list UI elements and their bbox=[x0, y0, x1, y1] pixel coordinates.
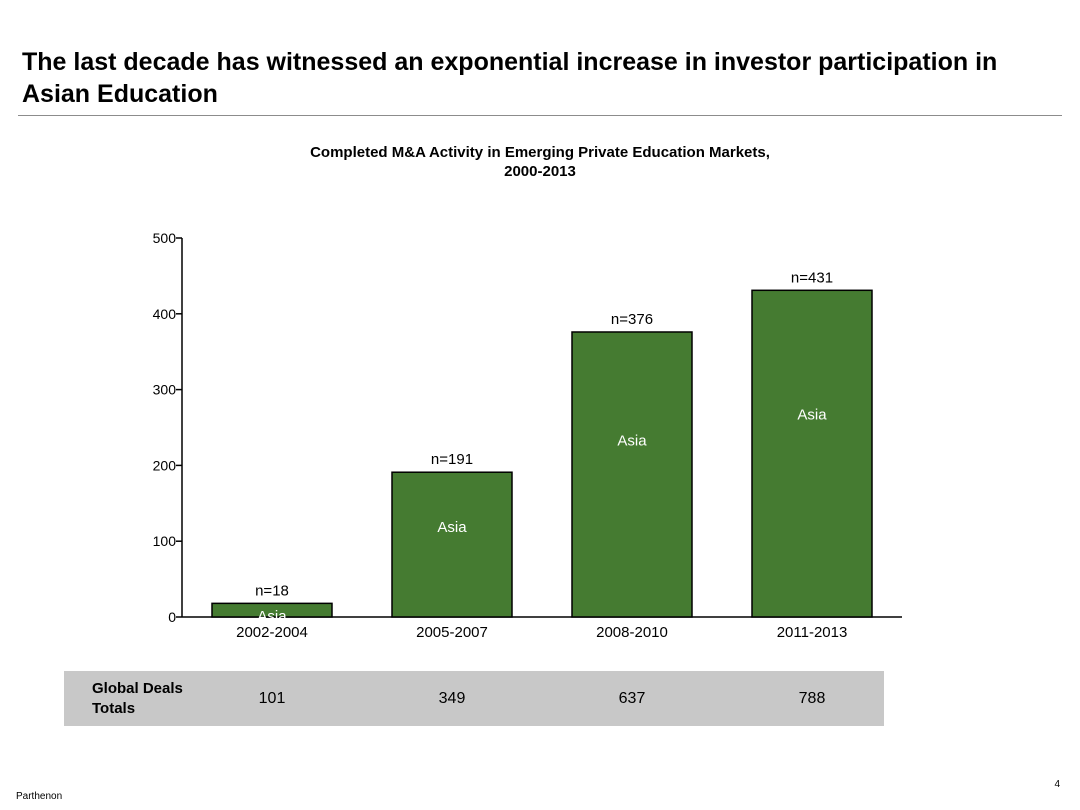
bar bbox=[391, 471, 513, 618]
y-tick-label: 400 bbox=[153, 306, 177, 322]
bar-total-label: n=376 bbox=[611, 311, 653, 328]
bar-series-label: Asia bbox=[797, 406, 827, 423]
global-total-value: 349 bbox=[438, 690, 466, 707]
y-tick-label: 200 bbox=[153, 457, 177, 473]
bar-total-label: n=431 bbox=[791, 269, 833, 286]
bar bbox=[571, 331, 693, 618]
global-deals-totals-row: Global Deals Totals 101 349 637 788 bbox=[64, 671, 884, 726]
x-tick-label: 2011-2013 bbox=[777, 624, 848, 641]
bar-series-label: Asia bbox=[257, 608, 287, 625]
footer-brand: Parthenon bbox=[16, 791, 63, 802]
y-tick-label: 300 bbox=[153, 382, 177, 398]
chart-title-line-1: Completed M&A Activity in Emerging Priva… bbox=[310, 144, 770, 161]
y-tick-label: 100 bbox=[153, 533, 177, 549]
y-tick-label: 500 bbox=[153, 230, 177, 246]
x-tick-label: 2002-2004 bbox=[236, 624, 308, 641]
chart-title: Completed M&A Activity in Emerging Priva… bbox=[240, 143, 840, 181]
global-total-value: 101 bbox=[258, 690, 286, 707]
title-divider bbox=[18, 115, 1062, 116]
global-total-value: 788 bbox=[798, 690, 826, 707]
y-tick-label: 0 bbox=[168, 609, 176, 625]
bar-total-label: n=191 bbox=[431, 451, 473, 468]
global-deals-totals-label: Global Deals Totals bbox=[92, 680, 183, 717]
page-number: 4 bbox=[1054, 779, 1060, 790]
bar-series-label: Asia bbox=[437, 519, 467, 536]
bar-total-label: n=18 bbox=[255, 582, 289, 599]
bar bbox=[211, 602, 333, 618]
bar-series-label: Asia bbox=[617, 432, 647, 449]
x-tick-label: 2005-2007 bbox=[416, 624, 488, 641]
chart-title-line-2: 2000-2013 bbox=[504, 163, 576, 180]
bar bbox=[751, 289, 873, 618]
bar-chart: 0100200300400500Asian=182002-2004Asian=1… bbox=[153, 230, 902, 641]
slide-title: The last decade has witnessed an exponen… bbox=[22, 48, 998, 108]
global-total-value: 637 bbox=[618, 690, 646, 707]
x-tick-label: 2008-2010 bbox=[596, 624, 668, 641]
